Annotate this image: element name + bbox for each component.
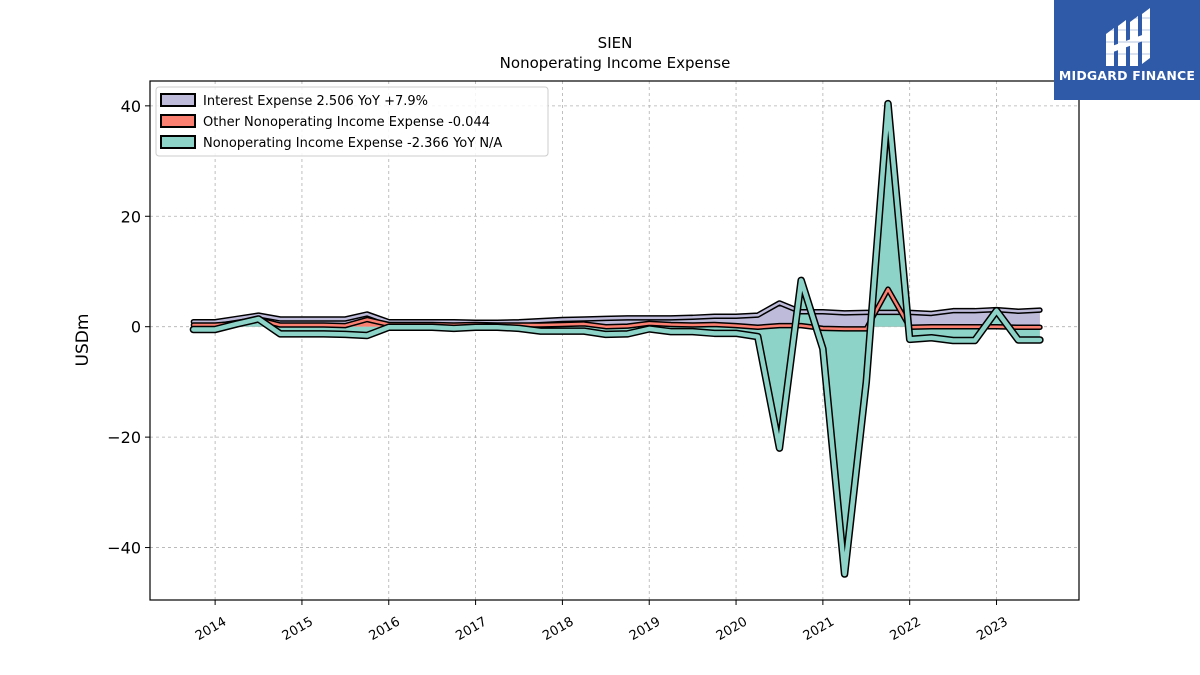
x-tick-label: 2022 [888, 614, 924, 644]
y-tick-label: 0 [131, 318, 141, 337]
legend-swatch [160, 135, 196, 149]
x-tick-label: 2023 [974, 614, 1010, 644]
legend-label: Other Nonoperating Income Expense -0.044 [203, 115, 490, 130]
legend-swatch [160, 114, 196, 128]
axis-ticks: −40 −20 0 20 40 2014 2015 2016 2017 2018 2019 2020 2… [107, 97, 1010, 644]
y-tick-label: −20 [107, 428, 141, 447]
y-tick-label: −40 [107, 539, 141, 558]
x-tick-label: 2020 [714, 614, 750, 644]
brand-name: MIDGARD FINANCE [1058, 68, 1196, 83]
x-tick-label: 2014 [193, 614, 229, 644]
legend-label: Interest Expense 2.506 YoY +7.9% [203, 94, 428, 109]
series-3-line [191, 101, 1043, 577]
chart-subtitle: Nonoperating Income Expense [500, 54, 731, 72]
y-axis-label: USDm [73, 314, 93, 367]
chart-title: SIEN [598, 34, 633, 52]
line-series [189, 99, 1044, 578]
plot-frame [149, 80, 1080, 601]
brand-logo: MIDGARD FINANCE [1054, 0, 1200, 100]
x-tick-label: 2016 [367, 614, 403, 644]
legend-swatch [160, 93, 196, 107]
y-tick-label: 40 [121, 97, 141, 116]
y-tick-label: 20 [121, 207, 141, 226]
brand-logo-icon [1102, 8, 1154, 66]
series-2-line [192, 287, 1042, 331]
x-tick-label: 2019 [627, 614, 663, 644]
x-tick-label: 2015 [280, 614, 316, 644]
legend: Interest Expense 2.506 YoY +7.9% Other No… [155, 86, 549, 157]
x-tick-label: 2021 [801, 614, 837, 644]
legend-box [155, 86, 549, 157]
x-tick-label: 2018 [540, 614, 576, 644]
series-1-area [193, 302, 1040, 327]
x-tick-label: 2017 [453, 614, 489, 644]
legend-label: Nonoperating Income Expense -2.366 YoY N… [203, 136, 502, 151]
